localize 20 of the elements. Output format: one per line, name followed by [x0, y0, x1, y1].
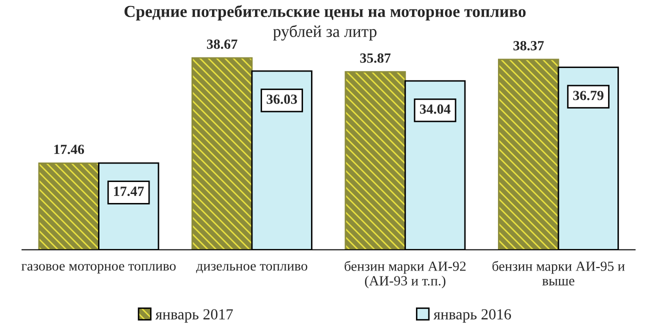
data-label: 36.03 — [266, 94, 297, 104]
x-tick-label: газовое моторное топливо — [21, 264, 176, 274]
data-label: 38.37 — [513, 40, 544, 50]
legend-label: январь 2016 — [434, 309, 511, 323]
data-label: 36.79 — [573, 90, 604, 100]
x-tick-label: бензин марки АИ-92 (АИ-93 и т.п.) — [344, 260, 466, 288]
bar — [344, 71, 406, 250]
bar — [498, 58, 560, 250]
data-label: 17.47 — [114, 186, 144, 196]
data-label: 38.67 — [206, 40, 238, 49]
data-label: 17.46 — [54, 144, 84, 154]
legend-label: январь 2017 — [155, 309, 233, 323]
x-tick-label: дизельное топливо — [196, 264, 308, 274]
data-label: 34.04 — [420, 104, 450, 114]
data-label: 35.87 — [360, 53, 391, 63]
chart-title: Средние потребительские цены на моторное топливо — [124, 4, 526, 20]
bar — [38, 162, 100, 250]
chart-subtitle: рублей за литр — [273, 24, 376, 40]
bar — [192, 57, 253, 250]
x-tick-label: бензин марки АИ-95 и выше — [492, 260, 625, 286]
